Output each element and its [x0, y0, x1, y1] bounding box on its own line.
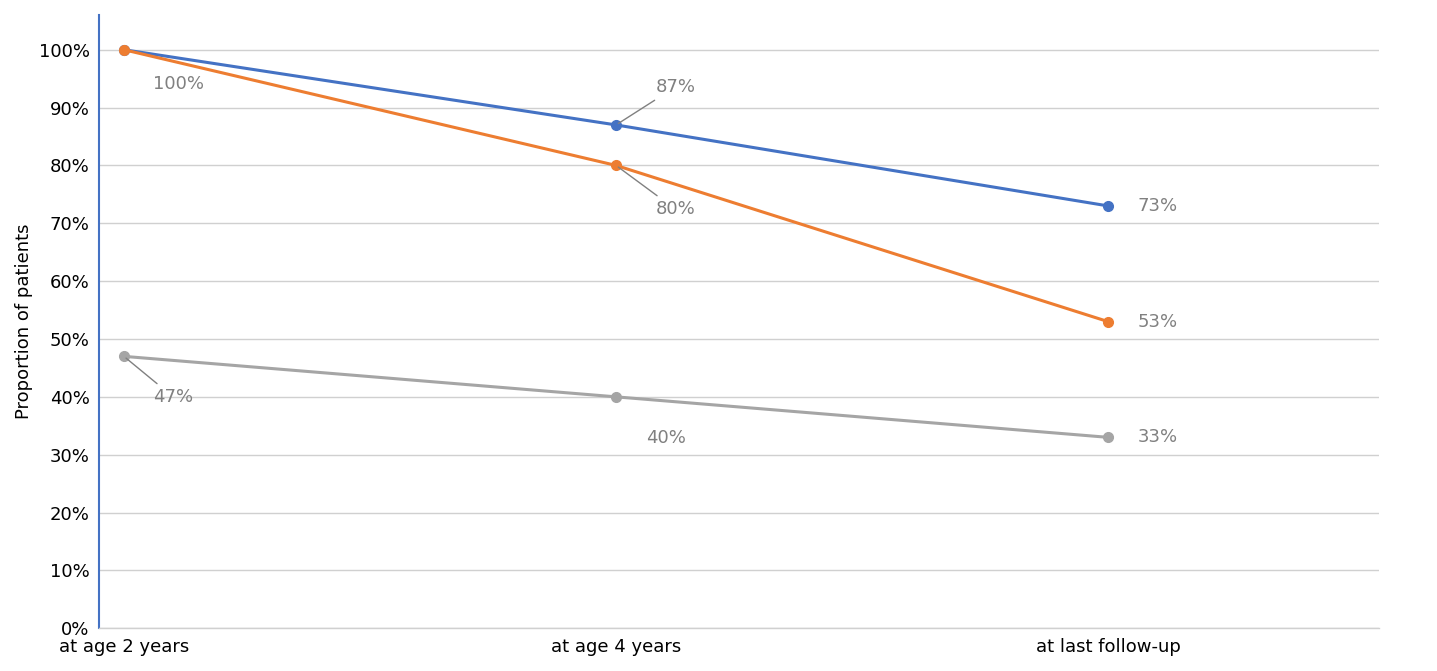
Text: 80%: 80%	[618, 167, 696, 218]
Y-axis label: Proportion of patients: Proportion of patients	[14, 224, 33, 419]
Text: 33%: 33%	[1138, 428, 1178, 446]
Text: 73%: 73%	[1138, 197, 1178, 215]
Text: 53%: 53%	[1138, 313, 1178, 331]
Text: 87%: 87%	[618, 78, 696, 123]
Text: 40%: 40%	[645, 429, 685, 447]
Text: 100%: 100%	[154, 75, 204, 93]
Text: 47%: 47%	[126, 358, 194, 406]
